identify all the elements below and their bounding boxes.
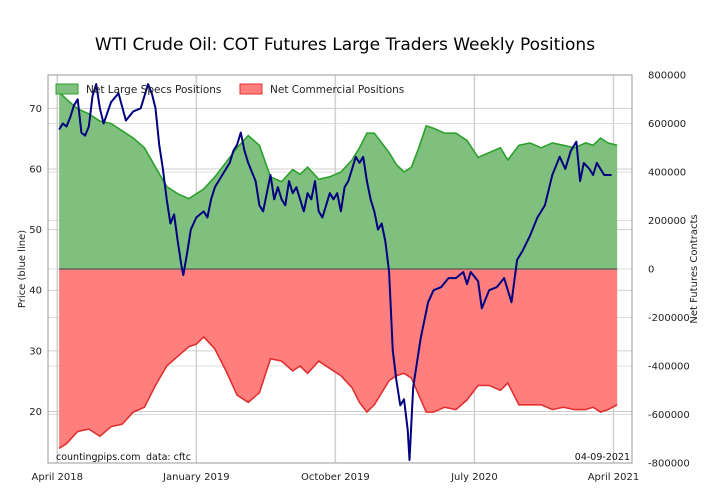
x-tick-label-4: April 2021 [588, 472, 639, 483]
commercial-area-edge [58, 335, 618, 450]
left-tick-label-5: 70 [29, 104, 42, 115]
plot-frame [47, 74, 633, 464]
left-tick-label-4: 60 [29, 164, 42, 175]
right-tick-label-3: 200000 [648, 216, 686, 227]
chart-title: WTI Crude Oil: COT Futures Large Traders… [95, 35, 595, 55]
right-tick-label-6: -400000 [648, 362, 690, 373]
left-axis-label: Price (blue line) [17, 230, 28, 308]
left-tick-label-0: 20 [29, 407, 42, 418]
left-tick-label-3: 50 [29, 225, 42, 236]
right-axis-ticks: 800000 600000 400000 200000 0 -200000 -400000 -… [648, 71, 690, 470]
left-tick-label-2: 40 [29, 286, 42, 297]
source-site: countingpips.com [56, 452, 140, 463]
x-tick-label-1: January 2019 [162, 472, 230, 483]
x-tick-label-2: October 2019 [301, 472, 370, 483]
right-tick-label-1: 600000 [648, 119, 686, 130]
plot-area [47, 74, 633, 464]
left-axis-ticks: 20 30 40 50 60 70 [29, 104, 42, 418]
right-axis-label: Net Futures Contracts [689, 214, 700, 323]
price-series-line [58, 83, 612, 461]
source-data: data: cftc [146, 452, 191, 463]
right-tick-label-0: 800000 [648, 71, 686, 82]
specs-area-fill [59, 92, 618, 269]
commercial-area-fill [59, 269, 618, 449]
right-tick-label-4: 0 [648, 265, 654, 276]
right-tick-label-5: -200000 [648, 313, 690, 324]
x-axis-ticks: April 2018 January 2019 October 2019 July 2… [32, 472, 640, 483]
legend-label-specs: Net Large Specs Positions [86, 84, 221, 96]
right-tick-label-7: -600000 [648, 410, 690, 421]
right-tick-label-2: 400000 [648, 168, 686, 179]
legend-swatch-commercial [239, 83, 263, 95]
left-tick-label-1: 30 [29, 346, 42, 357]
x-tick-label-3: July 2020 [450, 472, 498, 483]
legend-label-commercial: Net Commercial Positions [270, 84, 404, 96]
report-date: 04-09-2021 [575, 452, 630, 463]
x-tick-label-0: April 2018 [32, 472, 83, 483]
right-tick-label-8: -800000 [648, 459, 690, 470]
position-areas [58, 91, 618, 450]
price-line [58, 83, 612, 461]
legend: Net Large Specs Positions Net Commercial… [55, 83, 404, 96]
specs-area-edge [58, 91, 618, 200]
legend-swatch-specs [55, 83, 79, 95]
